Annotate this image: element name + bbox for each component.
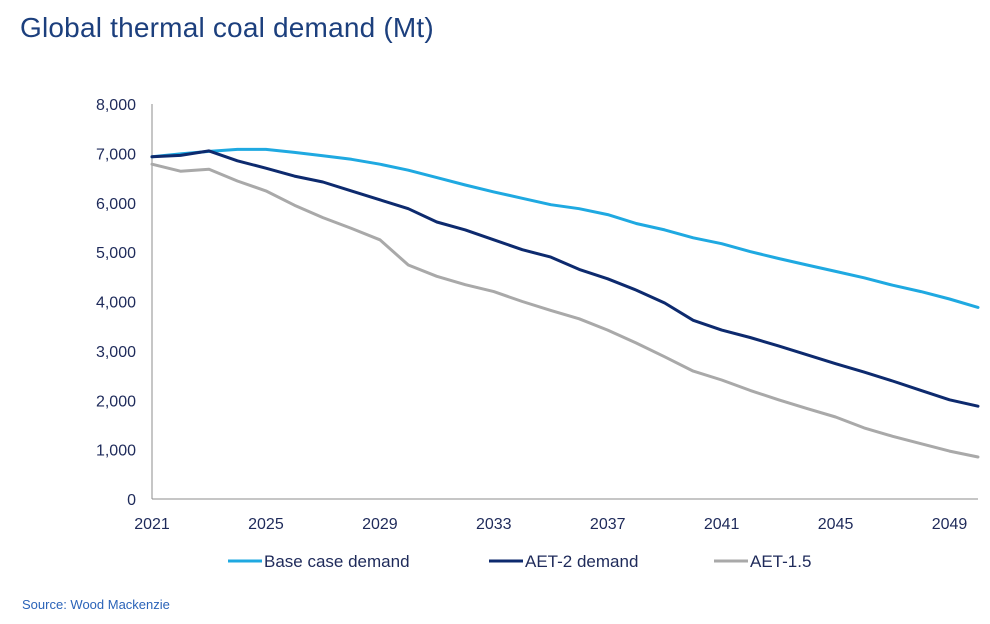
chart-title: Global thermal coal demand (Mt) (20, 12, 434, 43)
legend-label: AET-2 demand (525, 552, 638, 571)
y-tick-label: 3,000 (96, 344, 136, 361)
series-line-1 (150, 147, 980, 309)
x-tick-label: 2041 (704, 516, 740, 533)
y-tick-label: 2,000 (96, 393, 136, 410)
x-axis-tick-labels: 2021 2025 2029 2033 2037 2041 2045 2049 (134, 516, 967, 533)
y-tick-label: 7,000 (96, 146, 136, 163)
series-lines (150, 147, 980, 459)
x-tick-label: 2033 (476, 516, 512, 533)
y-tick-label: 6,000 (96, 196, 136, 213)
x-tick-label: 2029 (362, 516, 398, 533)
series-line-2 (150, 149, 980, 408)
x-tick-label: 2025 (248, 516, 284, 533)
source-note: Source: Wood Mackenzie (22, 597, 170, 612)
y-tick-label: 4,000 (96, 295, 136, 312)
series-line-3 (150, 162, 980, 459)
y-tick-label: 1,000 (96, 443, 136, 460)
x-tick-label: 2045 (818, 516, 854, 533)
y-tick-label: 0 (127, 492, 136, 509)
legend-label: Base case demand (264, 552, 410, 571)
x-tick-label: 2021 (134, 516, 170, 533)
chart-axes (151, 104, 978, 500)
y-axis-tick-labels: 0 1,000 2,000 3,000 4,000 5,000 6,000 7,000 8,00… (96, 97, 136, 509)
legend-label: AET-1.5 (750, 552, 811, 571)
legend: Base case demand AET-2 demand AET-1.5 (228, 552, 811, 571)
x-tick-label: 2037 (590, 516, 626, 533)
x-tick-label: 2049 (932, 516, 968, 533)
y-tick-label: 5,000 (96, 245, 136, 262)
y-tick-label: 8,000 (96, 97, 136, 114)
